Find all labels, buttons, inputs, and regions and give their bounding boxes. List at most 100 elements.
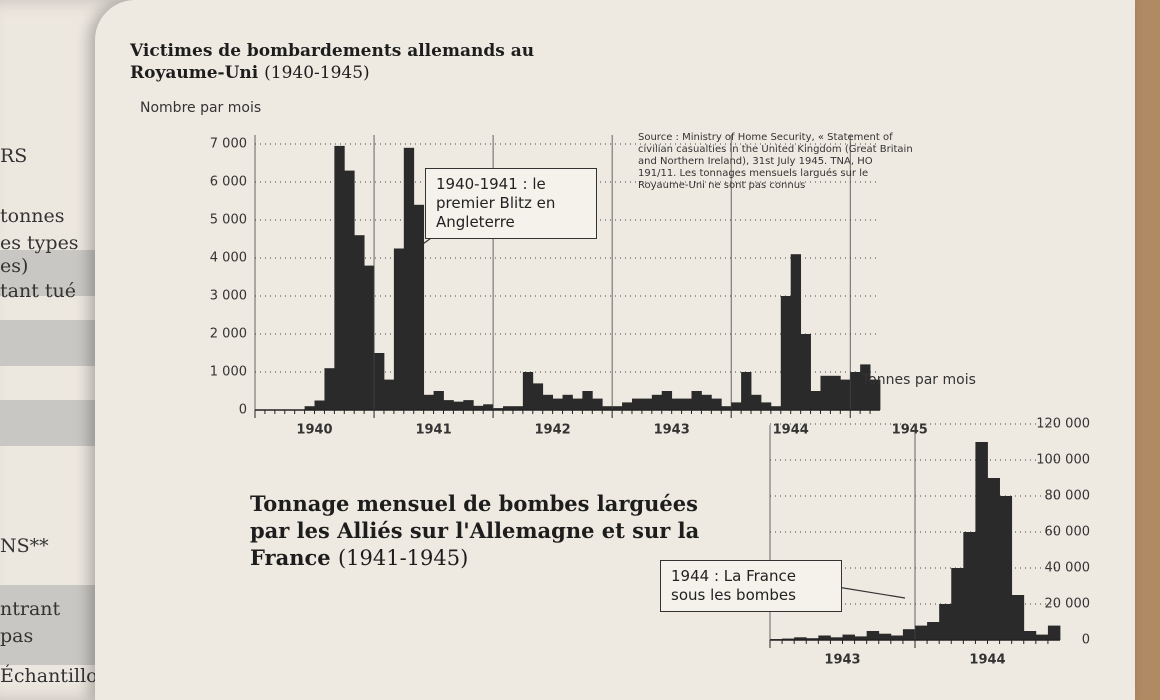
bar <box>711 398 722 410</box>
y-tick-label: 5 000 <box>210 213 247 228</box>
bar <box>830 637 843 640</box>
bar <box>453 401 464 410</box>
page-text: es types <box>0 232 79 254</box>
bar <box>963 532 976 640</box>
y-tick-label: 1 000 <box>210 365 247 380</box>
y-tick-label: 100 000 <box>1036 453 1090 468</box>
title-text: Victimes de bombardements allemands au R… <box>130 41 535 83</box>
bar <box>413 204 425 410</box>
chart-title: Tonnage mensuel de bombes larguées par l… <box>250 490 730 572</box>
bar <box>364 265 375 410</box>
bar <box>463 400 474 410</box>
bar <box>751 394 762 410</box>
chart-title: Victimes de bombardements allemands au R… <box>130 40 550 84</box>
bar <box>999 496 1013 640</box>
bar <box>403 147 415 411</box>
bar <box>622 402 633 410</box>
bar <box>334 145 345 410</box>
y-axis-label: Tonnes par mois <box>862 372 976 388</box>
bar <box>552 398 563 410</box>
bar <box>602 406 613 410</box>
annotation: 1940-1941 : le premier Blitz en Angleter… <box>425 168 597 239</box>
page-text: tonnes <box>0 205 65 227</box>
shade-band <box>0 250 110 296</box>
bar <box>770 406 782 410</box>
bar <box>878 633 892 640</box>
bar <box>1011 595 1025 640</box>
y-axis-label: Nombre par mois <box>140 100 262 116</box>
title-text: Tonnage mensuel de bombes larguées par l… <box>250 491 700 570</box>
x-tick-label: 1941 <box>415 423 451 438</box>
bar <box>572 398 583 410</box>
page-text: tant tué <box>0 280 76 302</box>
bar <box>532 383 544 410</box>
x-tick-label: 1943 <box>824 653 860 668</box>
bar <box>987 478 1000 640</box>
bar <box>939 604 952 640</box>
bar <box>741 372 752 410</box>
y-tick-label: 6 000 <box>210 175 247 190</box>
bar <box>731 402 742 410</box>
subtitle: (1941-1945) <box>337 546 469 570</box>
y-tick-label: 0 <box>1082 633 1090 648</box>
page-text: ntrant <box>0 598 61 620</box>
bar <box>810 391 821 410</box>
bar <box>651 394 663 410</box>
shade-band <box>0 400 110 446</box>
bar <box>522 372 534 410</box>
x-tick-label: 1944 <box>773 423 809 438</box>
bar <box>840 379 851 410</box>
bar <box>443 400 454 410</box>
bar <box>854 636 868 640</box>
bar <box>760 402 772 410</box>
bar <box>503 406 514 410</box>
bar <box>582 391 593 410</box>
x-tick-label: 1943 <box>654 423 690 438</box>
annotation: 1944 : La France sous les bombes <box>660 560 842 612</box>
page-text: es) <box>0 255 29 277</box>
bar <box>542 394 554 410</box>
bar <box>870 379 881 410</box>
bar <box>927 622 940 640</box>
bar <box>890 635 904 640</box>
bar <box>1047 625 1061 640</box>
bar <box>806 638 819 640</box>
bar <box>1023 631 1037 640</box>
x-tick-label: 1945 <box>892 423 928 438</box>
bar <box>512 406 524 410</box>
bar <box>915 625 928 640</box>
source-note: Source : Ministry of Home Security, « St… <box>638 132 913 191</box>
bar <box>794 637 807 640</box>
page-text: RS <box>0 145 28 167</box>
bar <box>592 398 603 410</box>
page-text: NS** <box>0 535 49 557</box>
y-tick-label: 0 <box>239 403 247 418</box>
bar <box>790 254 802 410</box>
y-tick-label: 80 000 <box>1045 489 1091 504</box>
bar <box>701 394 712 410</box>
bar <box>324 368 335 410</box>
y-tick-label: 7 000 <box>210 137 247 152</box>
x-tick-label: 1944 <box>969 653 1005 668</box>
y-tick-label: 60 000 <box>1045 525 1091 540</box>
bar <box>473 405 484 410</box>
y-tick-label: 2 000 <box>210 327 247 342</box>
x-tick-label: 1940 <box>296 423 332 438</box>
bar <box>423 394 434 410</box>
y-tick-label: 120 000 <box>1036 417 1090 432</box>
y-tick-label: 3 000 <box>210 289 247 304</box>
bar <box>374 353 385 410</box>
bar <box>493 408 504 410</box>
bar <box>860 364 871 410</box>
bar <box>631 398 643 410</box>
bar <box>483 404 494 410</box>
bar <box>393 248 405 410</box>
bar <box>681 398 692 410</box>
bar <box>314 400 325 410</box>
bar <box>691 391 702 410</box>
bar <box>842 634 855 640</box>
bar <box>344 170 355 410</box>
bar <box>562 394 573 410</box>
x-tick-label: 1942 <box>535 423 571 438</box>
